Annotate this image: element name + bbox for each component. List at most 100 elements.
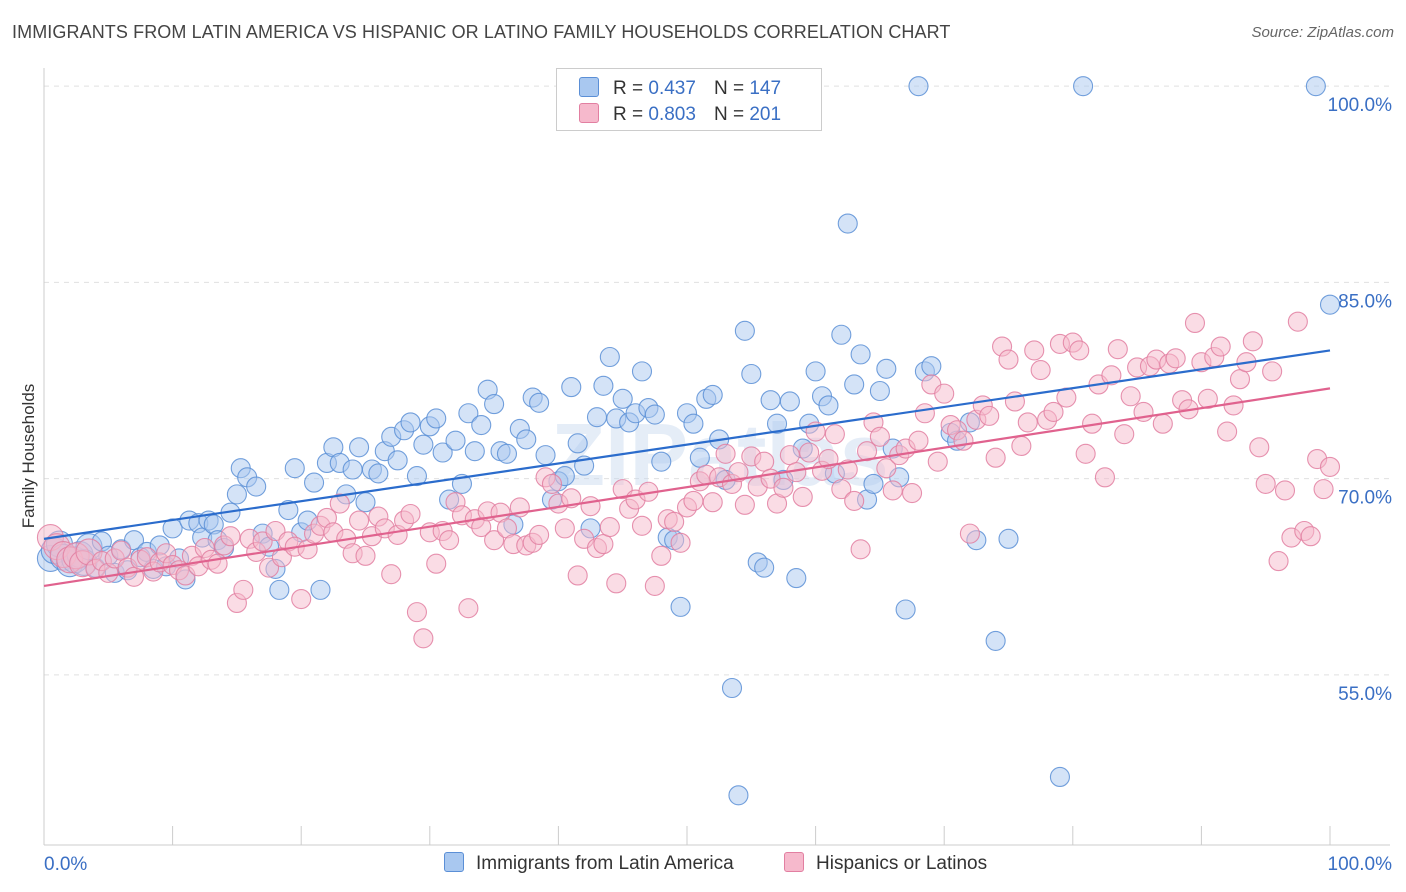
data-point xyxy=(413,434,434,455)
data-point xyxy=(844,490,865,511)
data-point xyxy=(458,403,479,424)
data-point xyxy=(529,524,550,545)
data-point xyxy=(1229,369,1251,390)
data-point xyxy=(1255,473,1276,494)
data-point xyxy=(683,490,704,511)
data-point xyxy=(721,677,743,699)
data-point xyxy=(670,596,691,617)
legend-swatch-blue xyxy=(579,77,599,97)
data-point xyxy=(831,479,852,500)
data-point xyxy=(310,579,331,600)
data-point xyxy=(593,534,614,555)
bottom-legend-label-immigrants: Immigrants from Latin America xyxy=(476,853,734,874)
legend-r-value: 0.437 xyxy=(648,78,696,99)
legend-row-immigrants: R = 0.437 N = 147 xyxy=(579,77,781,101)
data-point xyxy=(1217,421,1238,442)
data-point xyxy=(233,579,254,600)
legend-n-label: N = xyxy=(713,78,745,99)
data-point xyxy=(856,441,878,462)
data-point xyxy=(1107,339,1128,360)
bottom-legend-immigrants: Immigrants from Latin America xyxy=(444,852,734,875)
x-tick-label-right: 100.0% xyxy=(1328,854,1393,875)
data-point xyxy=(754,451,775,472)
data-point xyxy=(1210,336,1231,357)
data-point xyxy=(631,361,653,382)
data-point xyxy=(304,472,325,493)
data-point xyxy=(1075,443,1096,464)
data-point xyxy=(496,443,518,464)
data-point xyxy=(876,358,897,379)
data-point xyxy=(471,414,492,436)
data-point xyxy=(329,493,350,514)
data-point xyxy=(818,395,839,416)
data-point xyxy=(606,573,627,594)
data-point xyxy=(1305,76,1326,97)
data-point xyxy=(529,392,550,413)
grid-lines xyxy=(44,85,1390,676)
axes xyxy=(43,68,1390,846)
data-point xyxy=(908,76,929,97)
data-point xyxy=(1043,401,1064,422)
data-point xyxy=(760,390,781,411)
data-point xyxy=(1073,76,1094,97)
data-point xyxy=(439,530,460,551)
data-point xyxy=(876,458,897,479)
data-point xyxy=(953,430,974,451)
legend-n-value: 201 xyxy=(749,104,782,125)
data-point xyxy=(426,553,447,574)
trend-lines xyxy=(43,349,1331,588)
data-point xyxy=(837,213,858,234)
data-point xyxy=(349,437,370,458)
data-point xyxy=(207,553,228,574)
data-point xyxy=(786,568,807,589)
data-point xyxy=(927,451,948,472)
data-point xyxy=(908,430,929,451)
data-point xyxy=(1300,526,1321,547)
legend-box: R = 0.437 N = 147 R = 0.803 N = 201 xyxy=(556,68,822,131)
data-point xyxy=(805,361,826,382)
data-point xyxy=(998,349,1019,370)
legend-r-label: R = xyxy=(613,104,644,125)
data-point xyxy=(895,599,916,620)
data-point xyxy=(728,462,749,483)
data-point xyxy=(863,473,884,494)
data-point xyxy=(1319,456,1341,477)
data-point xyxy=(406,602,427,623)
y-tick-label: 85.0% xyxy=(1338,291,1392,312)
data-point xyxy=(1313,479,1334,500)
data-point xyxy=(484,394,505,415)
y-tick-label: 70.0% xyxy=(1338,488,1392,509)
data-point xyxy=(458,598,479,619)
data-point xyxy=(644,575,665,597)
data-point xyxy=(844,374,865,395)
data-point xyxy=(291,588,312,610)
data-point xyxy=(702,384,723,405)
data-point xyxy=(1152,413,1173,434)
data-point xyxy=(554,518,575,539)
data-point xyxy=(959,523,980,544)
data-point xyxy=(516,429,537,450)
data-point xyxy=(1120,386,1141,407)
data-point xyxy=(580,496,601,517)
data-point xyxy=(1268,551,1289,572)
data-point xyxy=(381,564,402,585)
legend-n-value: 147 xyxy=(749,78,782,99)
chart-title: IMMIGRANTS FROM LATIN AMERICA VS HISPANI… xyxy=(12,22,951,42)
data-point xyxy=(644,404,665,425)
data-point xyxy=(1249,437,1270,458)
data-point xyxy=(111,540,132,561)
data-point xyxy=(741,363,762,385)
trend-line xyxy=(43,349,1331,540)
data-point xyxy=(387,450,408,471)
data-point xyxy=(734,320,755,341)
bottom-legend-swatch-blue xyxy=(444,852,464,872)
data-point xyxy=(799,442,820,463)
data-point xyxy=(561,488,582,509)
data-point xyxy=(1274,480,1296,501)
data-point xyxy=(631,515,653,536)
data-point xyxy=(734,494,755,515)
data-point xyxy=(561,377,582,398)
data-point xyxy=(824,424,845,445)
data-point xyxy=(901,483,923,504)
